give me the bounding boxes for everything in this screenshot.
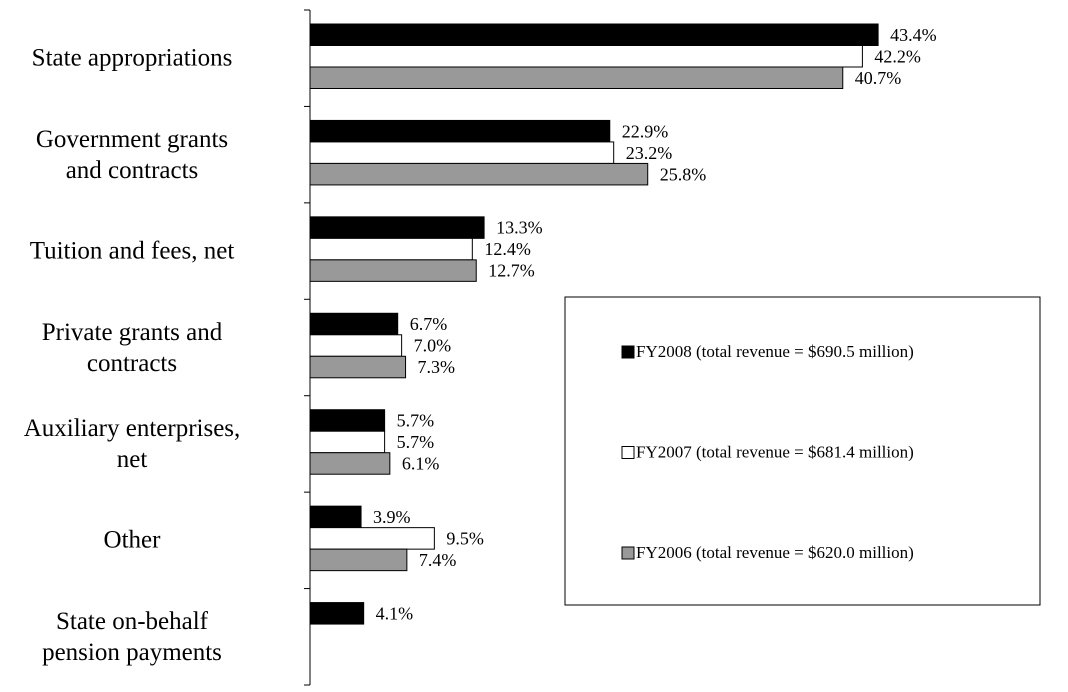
bar xyxy=(309,141,615,164)
bar xyxy=(309,505,362,529)
bar xyxy=(309,430,386,454)
value-label: 42.2% xyxy=(874,46,921,66)
legend-swatch xyxy=(621,446,635,459)
value-label: 4.1% xyxy=(376,603,414,623)
value-label: 5.7% xyxy=(397,411,435,431)
value-label: 13.3% xyxy=(496,218,543,238)
value-label: 7.3% xyxy=(418,357,456,377)
legend-label: FY2006 (total revenue = $620.0 million) xyxy=(636,543,914,562)
category-label: Auxiliary enterprises, net xyxy=(23,414,241,473)
bar xyxy=(309,216,485,239)
value-label: 43.4% xyxy=(890,25,937,45)
legend-label: FY2008 (total revenue = $690.5 million) xyxy=(636,342,914,361)
bar xyxy=(309,119,611,143)
legend-swatch xyxy=(621,345,635,359)
bar xyxy=(309,237,473,261)
category-label: Private grants and contracts xyxy=(41,318,223,377)
category-label: Government grants and contracts xyxy=(35,125,229,184)
bar xyxy=(309,355,407,379)
value-label: 5.7% xyxy=(397,432,435,452)
category-label: State on-behalf pension payments xyxy=(42,607,222,666)
bar xyxy=(309,602,365,625)
bar xyxy=(309,23,879,46)
bar xyxy=(309,548,408,572)
bar xyxy=(309,334,403,357)
value-label: 9.5% xyxy=(446,529,484,549)
value-label: 7.4% xyxy=(419,550,457,570)
legend-box xyxy=(564,296,1041,606)
value-label: 7.0% xyxy=(414,336,452,356)
legend-label: FY2007 (total revenue = $681.4 million) xyxy=(636,442,914,461)
bar xyxy=(309,312,399,336)
category-label: Tuition and fees, net xyxy=(29,237,235,265)
value-label: 12.4% xyxy=(484,239,531,259)
value-label: 40.7% xyxy=(855,68,902,88)
value-label: 12.7% xyxy=(488,261,535,281)
bar xyxy=(309,409,386,432)
bar xyxy=(309,452,391,475)
value-label: 6.7% xyxy=(410,314,448,334)
category-label: Other xyxy=(103,526,161,554)
value-label: 3.9% xyxy=(373,507,411,527)
bar xyxy=(309,259,477,282)
bar xyxy=(309,66,844,89)
value-label: 25.8% xyxy=(660,164,707,184)
bar xyxy=(309,162,649,186)
value-label: 23.2% xyxy=(626,143,673,163)
value-label: 6.1% xyxy=(402,454,440,474)
category-label: State appropriations xyxy=(31,44,233,72)
legend-swatch xyxy=(621,546,635,560)
bar xyxy=(309,527,435,550)
value-label: 22.9% xyxy=(622,121,669,141)
bar xyxy=(309,45,863,68)
